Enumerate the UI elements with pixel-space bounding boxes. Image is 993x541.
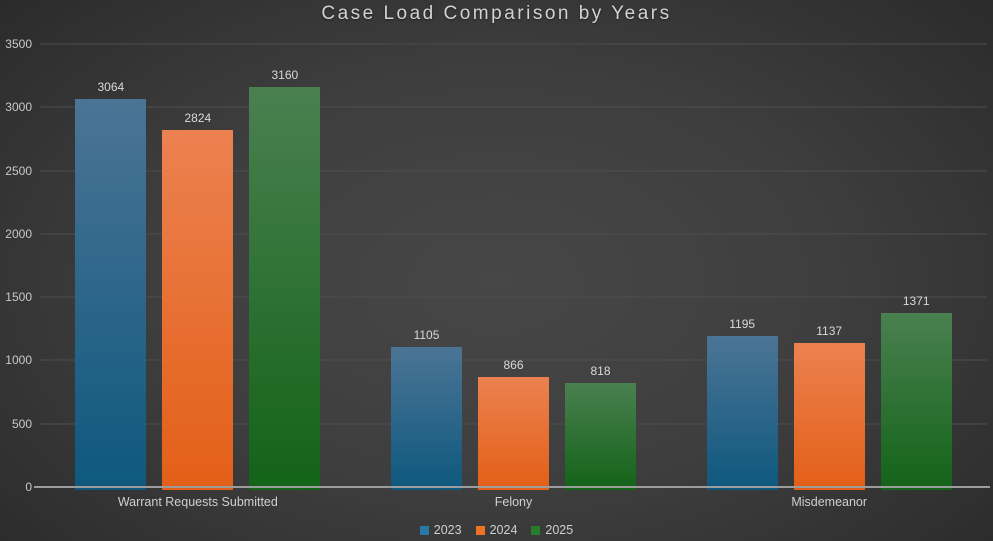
data-label-2023-felony: 1105 (413, 328, 440, 343)
bar-group-warrant-requests-submitted: 3064 2824 3160 (40, 44, 356, 490)
bar-2023-warrant-requests-submitted (75, 99, 147, 490)
plot-area: 0 500 1000 1500 2000 2500 3000 3500 3064 2824 316… (5, 37, 990, 494)
y-tick-label-500: 500 (11, 416, 32, 431)
bar-2024-misdemeanor (793, 343, 865, 490)
bar-wrap-2023-warrant-requests-submitted: 3064 (75, 44, 147, 490)
x-axis-label-misdemeanor: Misdemeanor (791, 495, 868, 509)
bar-groups: 3064 2824 3160 1105 866 818 1195 1137 1371 (40, 44, 987, 490)
y-tick-label-0: 0 (25, 480, 32, 494)
legend-item-2024: 2024 (475, 523, 518, 537)
bar-wrap-2024-warrant-requests-submitted: 2824 (162, 44, 234, 490)
data-label-2025-felony: 818 (590, 364, 611, 379)
legend-item-2023: 2023 (419, 523, 462, 537)
x-axis-label-warrant-requests-submitted: Warrant Requests Submitted (117, 495, 278, 509)
data-label-2025-misdemeanor: 1371 (902, 294, 930, 309)
y-tick-label-1000: 1000 (5, 353, 32, 368)
y-tick-label-2000: 2000 (5, 226, 32, 241)
bar-2025-warrant-requests-submitted (249, 87, 321, 490)
data-label-2024-felony: 866 (503, 358, 524, 373)
bar-2023-misdemeanor (706, 335, 778, 490)
legend-swatch-2023 (419, 525, 429, 535)
legend-label-2025: 2025 (545, 523, 574, 537)
bar-wrap-2025-felony: 818 (565, 44, 636, 490)
data-label-2023-warrant-requests-submitted: 3064 (97, 80, 125, 95)
y-tick-label-3000: 3000 (5, 100, 32, 115)
bar-2024-warrant-requests-submitted (162, 129, 234, 490)
bar-wrap-2024-felony: 866 (478, 44, 549, 490)
chart-title: Case Load Comparison by Years (321, 3, 672, 24)
gridline-3500 (40, 43, 987, 45)
gridline-1000 (40, 359, 987, 361)
legend-label-2023: 2023 (433, 523, 462, 537)
bar-2023-felony (391, 347, 462, 490)
gridline-3000 (40, 106, 987, 108)
x-axis-category-labels: Warrant Requests Submitted Felony Misdemea… (40, 495, 987, 509)
gridline-1500 (40, 296, 987, 298)
data-label-2024-misdemeanor: 1137 (816, 324, 843, 339)
bar-wrap-2025-misdemeanor: 1371 (880, 44, 952, 490)
data-label-2024-warrant-requests-submitted: 2824 (184, 110, 212, 125)
bar-group-felony: 1105 866 818 (356, 44, 672, 490)
x-axis-label-felony: Felony (494, 495, 533, 509)
bar-wrap-2024-misdemeanor: 1137 (793, 44, 865, 490)
bar-wrap-2025-warrant-requests-submitted: 3160 (249, 44, 321, 490)
y-tick-label-2500: 2500 (5, 163, 32, 178)
legend-item-2025: 2025 (531, 523, 573, 537)
legend-label-2024: 2024 (489, 523, 518, 537)
y-tick-label-1500: 1500 (5, 290, 32, 305)
y-tick-label-3500: 3500 (5, 37, 32, 51)
bar-2025-felony (565, 383, 636, 490)
data-label-2025-warrant-requests-submitted: 3160 (271, 68, 299, 83)
bar-wrap-2023-misdemeanor: 1195 (706, 44, 778, 490)
legend-swatch-2025 (531, 525, 541, 535)
x-axis-line (34, 486, 990, 488)
bar-2024-felony (478, 377, 549, 490)
data-label-2023-misdemeanor: 1195 (729, 316, 756, 331)
gridline-2000 (40, 233, 987, 235)
legend-swatch-2024 (475, 525, 485, 535)
bar-2025-misdemeanor (880, 313, 952, 490)
bar-group-misdemeanor: 1195 1137 1371 (671, 44, 987, 490)
legend: 2023 2024 2025 (0, 523, 993, 537)
bar-wrap-2023-felony: 1105 (391, 44, 462, 490)
gridline-2500 (40, 170, 987, 172)
